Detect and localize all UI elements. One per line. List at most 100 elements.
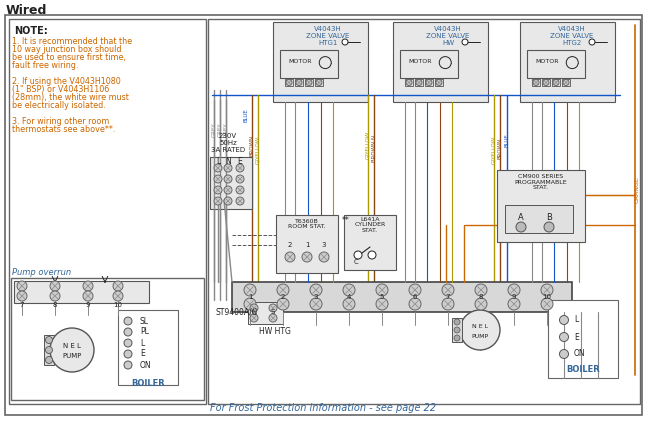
Circle shape	[566, 57, 578, 69]
Circle shape	[50, 281, 60, 291]
Circle shape	[83, 291, 93, 301]
Bar	[527, 50, 585, 78]
Circle shape	[285, 252, 295, 262]
Text: GREY: GREY	[223, 123, 228, 137]
Circle shape	[124, 317, 132, 325]
Circle shape	[310, 298, 322, 310]
Circle shape	[409, 284, 421, 296]
Circle shape	[113, 291, 123, 301]
Text: CM900 SERIES
PROGRAMMABLE
STAT.: CM900 SERIES PROGRAMMABLE STAT.	[514, 174, 567, 190]
Text: V4043H
ZONE VALVE
HW: V4043H ZONE VALVE HW	[426, 26, 470, 46]
Circle shape	[563, 79, 569, 86]
Circle shape	[224, 197, 232, 205]
Bar	[44, 335, 54, 365]
Circle shape	[406, 79, 412, 86]
Circle shape	[269, 304, 277, 312]
Text: N E L: N E L	[63, 343, 81, 349]
Circle shape	[214, 197, 222, 205]
Text: 7: 7	[20, 302, 24, 308]
Circle shape	[454, 319, 460, 325]
Text: 3: 3	[322, 242, 326, 248]
Circle shape	[516, 222, 526, 232]
Bar	[405, 79, 413, 86]
Bar	[295, 79, 303, 86]
Text: Wired: Wired	[6, 3, 47, 16]
Text: ON: ON	[574, 349, 586, 359]
Circle shape	[560, 333, 569, 341]
Circle shape	[50, 328, 94, 372]
Bar	[232, 282, 572, 312]
Text: N: N	[252, 309, 257, 315]
Text: BLUE: BLUE	[243, 108, 248, 122]
Text: V4043H
ZONE VALVE
HTG1: V4043H ZONE VALVE HTG1	[306, 26, 349, 46]
Text: E: E	[140, 349, 145, 359]
Text: BOILER: BOILER	[131, 379, 165, 387]
Circle shape	[376, 298, 388, 310]
Bar	[273, 22, 368, 102]
Circle shape	[302, 252, 312, 262]
Text: ST9400A/C: ST9400A/C	[215, 308, 257, 316]
Circle shape	[376, 284, 388, 296]
Text: G/YELLOW: G/YELLOW	[366, 131, 371, 159]
Text: PUMP: PUMP	[472, 333, 488, 338]
Circle shape	[124, 361, 132, 369]
Circle shape	[543, 79, 549, 86]
Text: 1. It is recommended that the: 1. It is recommended that the	[12, 37, 132, 46]
Circle shape	[236, 197, 244, 205]
Circle shape	[224, 164, 232, 172]
Bar	[552, 79, 560, 86]
Text: BROWN: BROWN	[498, 138, 503, 159]
Text: L: L	[216, 157, 220, 165]
Text: N: N	[225, 157, 231, 165]
Text: (28mm), the white wire must: (28mm), the white wire must	[12, 93, 129, 102]
Text: ORANGE: ORANGE	[635, 177, 639, 203]
Bar	[14, 281, 149, 303]
Circle shape	[306, 79, 312, 86]
Circle shape	[236, 164, 244, 172]
Circle shape	[460, 310, 500, 350]
Text: ON: ON	[140, 360, 151, 370]
Text: BLUE: BLUE	[505, 133, 509, 147]
Text: 10: 10	[542, 294, 551, 300]
Circle shape	[45, 346, 52, 354]
Circle shape	[560, 349, 569, 359]
Bar	[542, 79, 550, 86]
Circle shape	[214, 186, 222, 194]
Circle shape	[310, 284, 322, 296]
Bar	[305, 79, 313, 86]
Circle shape	[17, 281, 27, 291]
Text: 1: 1	[248, 294, 252, 300]
Text: GREY: GREY	[212, 123, 217, 137]
Bar	[393, 22, 488, 102]
Bar	[11, 278, 204, 400]
Text: SL: SL	[140, 316, 149, 325]
Bar	[532, 79, 540, 86]
Circle shape	[343, 284, 355, 296]
Text: 10: 10	[113, 302, 122, 308]
Text: 1: 1	[305, 242, 309, 248]
Text: be used to ensure first time,: be used to ensure first time,	[12, 53, 126, 62]
Circle shape	[124, 328, 132, 336]
Circle shape	[244, 284, 256, 296]
Circle shape	[560, 316, 569, 325]
Text: S: S	[271, 309, 275, 315]
Bar	[520, 22, 615, 102]
Circle shape	[533, 79, 539, 86]
Text: 3: 3	[314, 294, 318, 300]
Text: thermostats see above**.: thermostats see above**.	[12, 125, 115, 134]
Text: 3. For wiring other room: 3. For wiring other room	[12, 117, 109, 126]
Text: (1" BSP) or V4043H1106: (1" BSP) or V4043H1106	[12, 85, 109, 94]
Circle shape	[316, 79, 322, 86]
Circle shape	[277, 298, 289, 310]
Circle shape	[236, 175, 244, 183]
Circle shape	[354, 251, 362, 259]
Bar	[435, 79, 443, 86]
Bar	[280, 50, 338, 78]
Text: 10 way junction box should: 10 way junction box should	[12, 45, 122, 54]
Text: **: **	[342, 216, 350, 225]
Text: L641A
CYLINDER
STAT.: L641A CYLINDER STAT.	[355, 217, 386, 233]
Circle shape	[343, 298, 355, 310]
Bar	[562, 79, 570, 86]
Circle shape	[544, 222, 554, 232]
Circle shape	[436, 79, 442, 86]
